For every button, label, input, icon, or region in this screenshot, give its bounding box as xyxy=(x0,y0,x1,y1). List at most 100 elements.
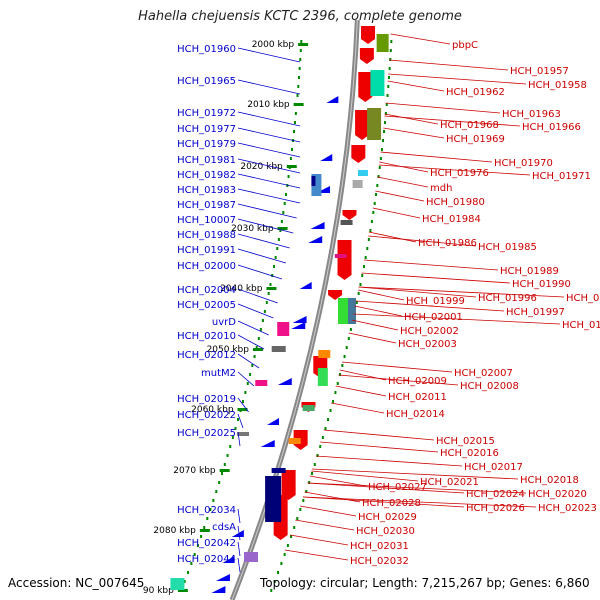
tick-dot-inner xyxy=(383,121,386,124)
reverse-leader-line xyxy=(351,319,399,331)
tick-dot-outer xyxy=(253,355,256,358)
tick-dot-inner xyxy=(324,427,327,430)
tick-dot-inner xyxy=(380,148,383,151)
kbp-tick-mark xyxy=(293,103,304,106)
tick-dot-outer xyxy=(226,454,229,457)
tick-dot-inner xyxy=(308,481,311,484)
reverse-gene-label: mdh xyxy=(430,183,452,194)
reverse-gene-label: HCH_02032 xyxy=(350,556,409,567)
tick-dot-inner xyxy=(293,526,296,529)
gene-block xyxy=(302,405,315,411)
reverse-gene-label: HCH_01998 xyxy=(562,320,600,331)
gene-block xyxy=(376,34,389,52)
tick-dot-inner xyxy=(377,175,380,178)
reverse-leader-line xyxy=(335,385,387,397)
gene-block xyxy=(370,70,385,96)
kbp-tick-mark xyxy=(199,529,210,532)
tick-dot-inner xyxy=(389,58,392,61)
tick-dot-outer xyxy=(279,229,282,232)
reverse-leader-line xyxy=(331,402,385,414)
reverse-leader-line xyxy=(354,305,403,317)
kbp-tick-label: 2040 kbp xyxy=(220,284,263,294)
forward-leader-line xyxy=(237,525,241,541)
tick-dot-inner xyxy=(311,472,314,475)
forward-gene-label: HCH_01977 xyxy=(177,124,236,135)
forward-gene-label: HCH_02004 xyxy=(177,285,236,296)
reverse-gene-label: HCH_01962 xyxy=(446,87,505,98)
tick-dot-outer xyxy=(203,526,206,529)
tick-dot-inner xyxy=(313,463,316,466)
kbp-tick-label: 2000 kbp xyxy=(252,40,295,50)
reverse-gene-label: HCH_02017 xyxy=(464,462,523,473)
tick-dot-outer xyxy=(285,193,288,196)
forward-gene-feature xyxy=(215,574,230,581)
gene-block xyxy=(338,298,350,324)
tick-dot-outer xyxy=(209,508,212,511)
forward-gene-label: HCH_02044 xyxy=(177,554,236,565)
tick-dot-outer xyxy=(206,517,209,520)
kbp-tick-mark xyxy=(286,165,297,168)
reverse-gene-feature xyxy=(342,210,357,220)
reverse-gene-label: HCH_01971 xyxy=(532,171,591,182)
tick-dot-outer xyxy=(244,391,247,394)
forward-leader-line xyxy=(237,127,301,143)
reverse-leader-line xyxy=(352,313,561,325)
forward-gene-label: cdsA xyxy=(212,522,236,533)
tick-dot-outer xyxy=(183,580,186,583)
reverse-gene-label: HCH_01966 xyxy=(522,122,581,133)
forward-gene-label: HCH_01982 xyxy=(177,170,236,181)
kbp-tick-label: 2080 kbp xyxy=(153,526,196,536)
reverse-leader-line xyxy=(309,475,367,487)
forward-leader-line xyxy=(237,397,249,413)
forward-leader-line xyxy=(237,203,297,219)
kbp-tick-label: 2060 kbp xyxy=(191,405,234,415)
tick-dot-inner xyxy=(347,337,350,340)
topology-text: Topology: circular; Length: 7,215,267 bp… xyxy=(260,576,590,590)
tick-dot-inner xyxy=(369,229,372,232)
reverse-gene-label: HCH_01957 xyxy=(510,66,569,77)
tick-dot-inner xyxy=(355,301,358,304)
reverse-gene-label: HCH_02021 xyxy=(420,477,479,488)
forward-gene-label: HCH_02042 xyxy=(177,538,236,549)
forward-gene-label: HCH_01979 xyxy=(177,139,236,150)
tick-dot-inner xyxy=(349,328,352,331)
tick-dot-outer xyxy=(296,94,299,97)
reverse-gene-label: HCH_02007 xyxy=(454,368,513,379)
forward-gene-label: HCH_02005 xyxy=(177,300,236,311)
tick-dot-inner xyxy=(366,247,369,250)
tick-dot-outer xyxy=(261,319,264,322)
tick-dot-inner xyxy=(319,445,322,448)
forward-leader-line xyxy=(237,233,290,249)
forward-gene-label: HCH_01988 xyxy=(177,230,236,241)
reverse-gene-label: HCH_01985 xyxy=(478,242,537,253)
reverse-gene-feature xyxy=(355,110,370,140)
forward-gene-label: mutM2 xyxy=(201,368,236,379)
gene-block xyxy=(317,368,328,386)
tick-dot-inner xyxy=(378,166,381,169)
tick-dot-outer xyxy=(269,283,272,286)
tick-dot-outer xyxy=(187,571,190,574)
tick-dot-inner xyxy=(357,292,360,295)
reverse-gene-label: HCH_01990 xyxy=(512,279,571,290)
reverse-leader-line xyxy=(363,259,499,271)
gene-block xyxy=(237,432,250,436)
kbp-tick-mark xyxy=(266,287,277,290)
tick-dot-inner xyxy=(302,499,305,502)
gene-block xyxy=(311,176,316,186)
tick-dot-inner xyxy=(362,265,365,268)
tick-dot-outer xyxy=(282,211,285,214)
tick-dot-outer xyxy=(265,301,268,304)
reverse-leader-line xyxy=(311,468,519,480)
reverse-gene-label: HCH_02015 xyxy=(436,436,495,447)
forward-gene-feature xyxy=(211,586,226,593)
reverse-gene-label: HCH_01958 xyxy=(528,80,587,91)
reverse-gene-label: HCH_02028 xyxy=(362,498,421,509)
tick-dot-outer xyxy=(293,130,296,133)
tick-dot-outer xyxy=(237,418,240,421)
kbp-tick-label: 2020 kbp xyxy=(240,162,283,172)
tick-dot-inner xyxy=(332,400,334,403)
reverse-gene-label: HCH_02011 xyxy=(388,392,447,403)
kbp-tick-mark xyxy=(277,227,288,230)
tick-dot-outer xyxy=(257,337,260,340)
tick-dot-outer xyxy=(293,121,296,124)
